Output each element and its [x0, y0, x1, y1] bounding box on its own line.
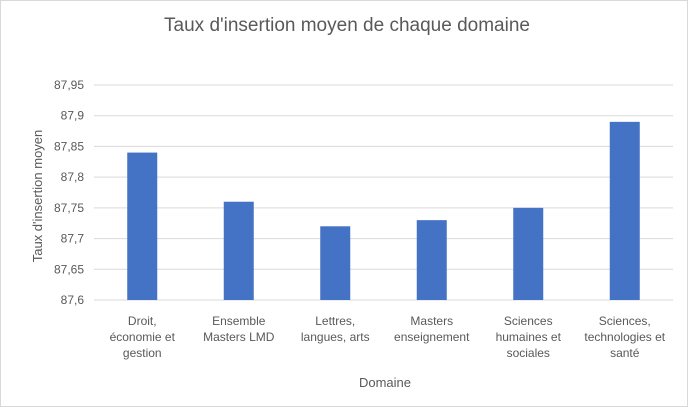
bar — [127, 152, 158, 300]
x-tick-label: Ensemble Masters LMD — [203, 314, 275, 344]
x-tick-label: Sciences humaines et sociales — [496, 314, 562, 360]
bars — [127, 121, 640, 300]
x-axis-label: Domaine — [359, 375, 411, 390]
y-tick-label: 87,6 — [61, 293, 85, 307]
x-tick-label: Lettres, langues, arts — [301, 314, 370, 344]
y-axis-ticks: 87,6 87,65 87,7 87,75 87,8 87,85 87,9 87,95 — [54, 78, 84, 307]
chart-title: Taux d'insertion moyen de chaque domaine — [164, 15, 530, 36]
x-tick-label: Droit, économie et gestion — [110, 314, 176, 360]
x-tick-label: Sciences, technologies et santé — [584, 314, 665, 360]
y-tick-label: 87,75 — [54, 201, 84, 215]
y-tick-label: 87,7 — [61, 232, 85, 246]
x-tick-label: Masters enseignement — [394, 314, 470, 344]
y-tick-label: 87,8 — [61, 170, 85, 184]
y-tick-label: 87,65 — [54, 262, 84, 276]
bar — [609, 121, 640, 300]
bar — [416, 220, 447, 300]
x-axis-ticks: Droit, économie et gestion Ensemble Masters … — [110, 314, 666, 360]
y-tick-label: 87,95 — [54, 78, 84, 92]
bar — [513, 207, 544, 300]
y-tick-label: 87,9 — [61, 109, 85, 123]
bar — [223, 201, 254, 300]
y-axis-label: Taux d'insertion moyen — [30, 130, 45, 263]
gridlines — [94, 84, 673, 301]
bar — [320, 226, 351, 300]
y-tick-label: 87,85 — [54, 139, 84, 153]
